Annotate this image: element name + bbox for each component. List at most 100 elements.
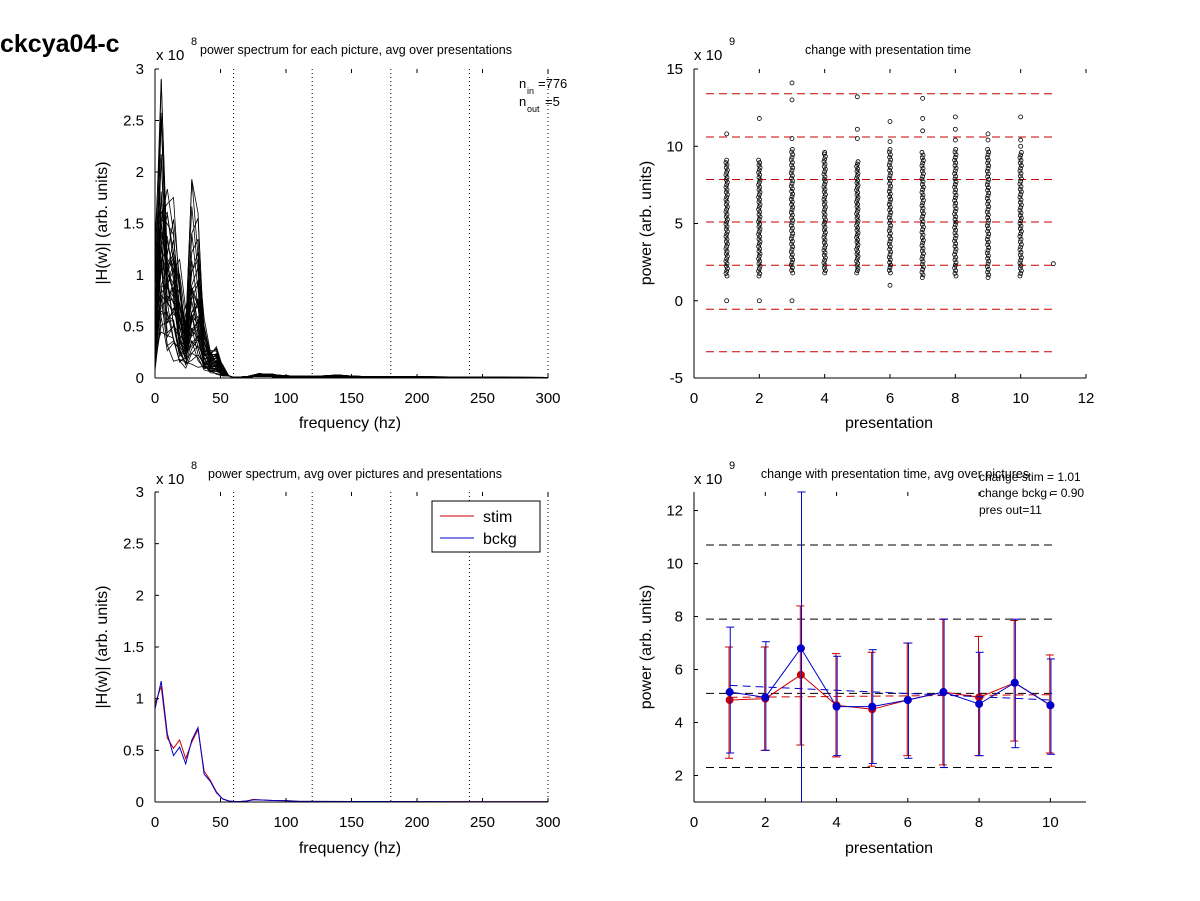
data-point-outlier xyxy=(854,126,860,132)
data-point xyxy=(757,234,763,239)
data-point xyxy=(920,224,926,230)
data-point xyxy=(953,146,959,152)
data-point xyxy=(952,211,958,217)
data-point xyxy=(887,152,893,157)
data-point xyxy=(1017,186,1023,192)
data-point-outlier xyxy=(985,131,991,137)
data-point xyxy=(756,162,762,168)
data-point xyxy=(953,268,959,274)
data-point xyxy=(986,217,992,223)
data-point xyxy=(789,254,795,260)
data-point xyxy=(953,206,959,212)
data-point xyxy=(1017,194,1023,200)
data-point xyxy=(854,187,860,193)
n-out-annotation: n out =5 xyxy=(519,94,560,114)
y-tick-label: 10 xyxy=(666,138,683,155)
y-tick-label: 3 xyxy=(136,61,144,78)
x-tick-label: 6 xyxy=(904,814,912,831)
data-point xyxy=(854,175,860,181)
data-point xyxy=(756,231,762,237)
data-point xyxy=(984,155,990,160)
y-exponent: 9 xyxy=(729,460,735,472)
data-point xyxy=(757,177,763,183)
data-point xyxy=(952,270,958,276)
data-point xyxy=(887,194,893,200)
data-point xyxy=(822,270,828,276)
data-point xyxy=(789,220,795,226)
data-point-bckg xyxy=(1010,678,1019,687)
data-point xyxy=(1017,181,1023,187)
data-point xyxy=(855,261,861,266)
data-point xyxy=(724,256,730,262)
data-point xyxy=(985,253,991,259)
trend-line-bckg xyxy=(729,684,1051,701)
data-point xyxy=(887,154,893,160)
data-point xyxy=(855,249,861,255)
data-point-outlier xyxy=(724,298,730,304)
panel-spectrum-avg: 0 50 100 150 200 250 300 0 0.5 1 1.5 2 2.5 3 power sp… xyxy=(94,460,561,857)
data-point xyxy=(920,211,926,217)
plot-area xyxy=(155,69,548,378)
data-point xyxy=(920,160,926,166)
chart-title: power spectrum, avg over pictures and pr… xyxy=(208,467,502,481)
data-point xyxy=(789,175,795,181)
data-point xyxy=(822,187,828,192)
data-point xyxy=(723,172,729,178)
data-point xyxy=(919,181,925,187)
data-point xyxy=(789,199,795,205)
data-point xyxy=(952,163,958,168)
data-point xyxy=(986,190,992,196)
data-point xyxy=(1017,160,1023,166)
data-point xyxy=(1018,242,1024,247)
data-point-outlier xyxy=(789,80,795,86)
data-point xyxy=(886,215,892,221)
data-point xyxy=(788,223,794,229)
data-point xyxy=(953,152,959,158)
x-tick-label: 6 xyxy=(886,390,894,407)
data-point xyxy=(952,181,958,187)
data-point xyxy=(985,166,991,171)
data-point xyxy=(854,161,860,167)
n-in-label: n xyxy=(519,76,526,91)
data-point xyxy=(986,204,992,210)
data-point xyxy=(724,211,730,217)
data-point xyxy=(1017,168,1023,174)
data-point xyxy=(886,241,892,247)
data-point xyxy=(724,194,730,200)
data-point xyxy=(887,167,893,173)
data-point xyxy=(854,235,860,240)
data-point xyxy=(821,209,827,215)
data-point xyxy=(888,249,894,255)
data-point xyxy=(723,239,729,244)
data-point xyxy=(886,149,892,155)
data-point xyxy=(1018,268,1024,274)
y-axis-label: power (arb. units) xyxy=(638,585,655,710)
x-tick-label: 100 xyxy=(273,390,298,407)
data-point xyxy=(822,199,828,205)
data-point xyxy=(757,202,763,207)
x-tick-label: 0 xyxy=(151,390,159,407)
data-point xyxy=(920,173,926,179)
data-point xyxy=(952,168,958,174)
data-point xyxy=(855,218,861,224)
data-point-outlier xyxy=(1050,261,1056,267)
data-point xyxy=(887,220,893,226)
data-point xyxy=(790,244,796,250)
data-point xyxy=(1017,213,1023,218)
data-point xyxy=(1017,265,1023,271)
data-point xyxy=(821,159,827,164)
data-point xyxy=(854,263,860,269)
data-point xyxy=(855,206,861,212)
data-point xyxy=(789,189,795,194)
x-tick-label: 300 xyxy=(535,390,560,407)
data-point xyxy=(854,256,860,262)
data-point-bckg xyxy=(761,693,770,702)
series-line-bckg xyxy=(729,647,1051,708)
data-point xyxy=(920,272,926,278)
data-point xyxy=(790,217,796,223)
data-point xyxy=(887,204,893,210)
plot-area xyxy=(694,492,1086,802)
data-point xyxy=(887,257,893,263)
data-point xyxy=(953,233,959,238)
